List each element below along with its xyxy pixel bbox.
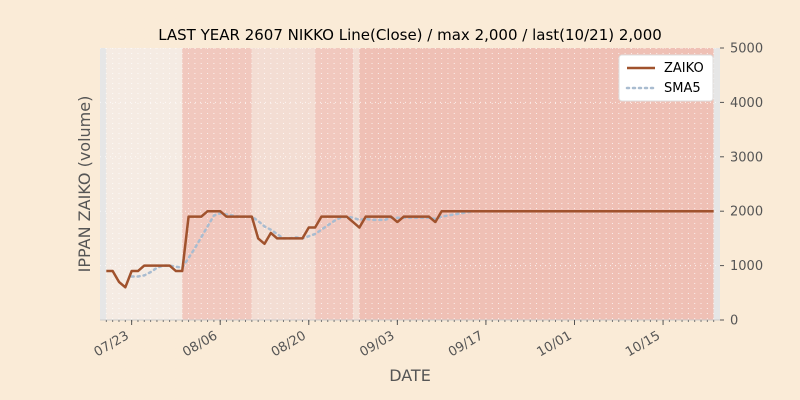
y-tick-label-1: 1000 <box>730 259 763 274</box>
background-band-7 <box>713 48 720 320</box>
legend-label-zaiko: ZAIKO <box>664 61 704 76</box>
y-tick-label-5: 5000 <box>730 42 763 57</box>
chart-title: LAST YEAR 2607 NIKKO Line(Close) / max 2… <box>158 26 662 44</box>
y-tick-label-2: 2000 <box>730 205 763 220</box>
background-band-2 <box>182 48 252 320</box>
series-layer <box>106 209 715 289</box>
y-axis-title: IPPAN ZAIKO (volume) <box>75 96 94 273</box>
y-tick-label-3: 3000 <box>730 150 763 165</box>
y-tick-label-4: 4000 <box>730 96 763 111</box>
legend-label-sma5: SMA5 <box>664 81 701 96</box>
y-axis: 0 1000 2000 3000 4000 5000 <box>720 42 763 329</box>
background-band-0 <box>100 48 107 320</box>
background-band-5 <box>353 48 360 320</box>
legend-box <box>618 54 714 102</box>
y-tick-label-0: 0 <box>730 314 738 329</box>
legend: ZAIKO SMA5 <box>618 54 714 102</box>
series-line-zaiko <box>106 209 714 289</box>
x-axis-title: DATE <box>389 366 431 385</box>
